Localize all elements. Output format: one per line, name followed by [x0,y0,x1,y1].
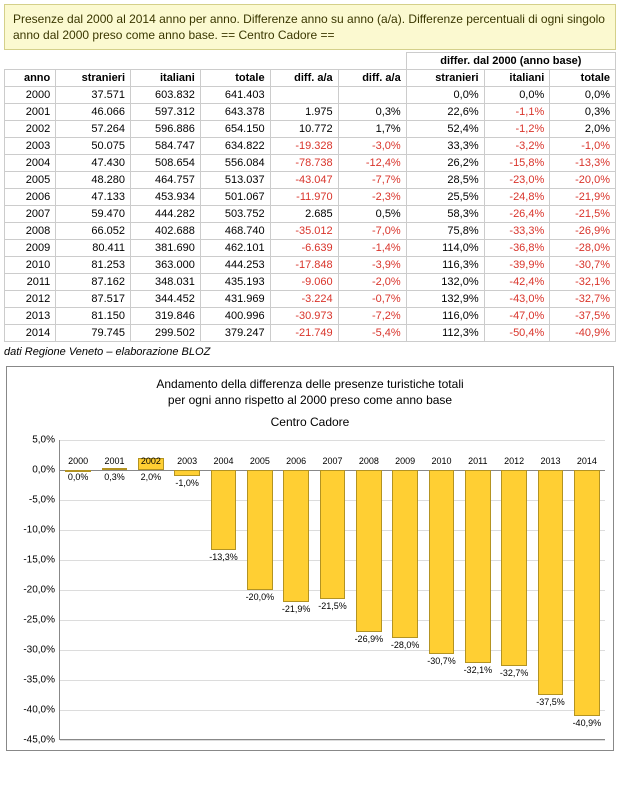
table-row: 200447.430508.654556.084-78.738-12,4%26,… [5,155,616,172]
group-header: differ. dal 2000 (anno base) [406,53,615,70]
value-label: -40,9% [573,718,602,728]
table-row: 200350.075584.747634.822-19.328-3,0%33,3… [5,138,616,155]
bar [538,470,563,695]
value-label: -30,7% [427,656,456,666]
category-label: 2012 [504,456,524,466]
value-label: 2,0% [141,472,162,482]
table-row: 200866.052402.688468.740-35.012-7,0%75,8… [5,223,616,240]
table-row: 200980.411381.690462.101-6.639-1,4%114,0… [5,240,616,257]
value-label: -21,9% [282,604,311,614]
category-label: 2014 [577,456,597,466]
table-row: 200647.133453.934501.067-11.970-2,3%25,5… [5,189,616,206]
table-row: 201287.517344.452431.969-3.224-0,7%132,9… [5,291,616,308]
category-label: 2002 [141,456,161,466]
y-tick-label: 0,0% [32,465,55,476]
bar [247,470,272,590]
plot-area: 2000 0,0% 2001 0,3% 2002 2,0% 2003 -1,0% 2004 -13… [59,440,605,740]
col-header: diff. a/a [270,70,338,87]
chart-title: Andamento della differenza delle presenz… [15,377,605,430]
value-label: -13,3% [209,552,238,562]
value-label: -37,5% [536,697,565,707]
bar [429,470,454,654]
category-label: 2011 [468,456,487,466]
bar [356,470,381,631]
source-note: dati Regione Veneto – elaborazione BLOZ [4,346,616,358]
category-label: 2013 [540,456,560,466]
value-label: -32,7% [500,668,529,678]
y-tick-label: -10,0% [23,525,55,536]
y-tick-label: -15,0% [23,555,55,566]
value-label: -21,5% [318,601,347,611]
data-table: differ. dal 2000 (anno base) annostranie… [4,52,616,342]
bar [320,470,345,599]
category-label: 2005 [250,456,270,466]
value-label: -1,0% [175,478,199,488]
category-label: 2004 [213,456,233,466]
y-tick-label: -20,0% [23,585,55,596]
bar [211,470,236,550]
category-label: 2010 [431,456,451,466]
col-header: italiani [484,70,550,87]
category-label: 2003 [177,456,197,466]
category-label: 2000 [68,456,88,466]
y-tick-label: -5,0% [29,495,55,506]
bar [501,470,526,666]
col-header: anno [5,70,56,87]
category-label: 2008 [359,456,379,466]
value-label: -26,9% [355,634,384,644]
bar [283,470,308,601]
header-description: Presenze dal 2000 al 2014 anno per anno.… [4,4,616,50]
bar [174,470,199,476]
table-row: 201479.745299.502379.247-21.749-5,4%112,… [5,325,616,342]
chart-container: Andamento della differenza delle presenz… [6,366,614,751]
bar [102,468,127,470]
table-row: 200037.571603.832641.4030,0%0,0%0,0% [5,87,616,104]
category-label: 2009 [395,456,415,466]
table-row: 200759.470444.282503.7522.6850,5%58,3%-2… [5,206,616,223]
col-header: stranieri [56,70,131,87]
bar [392,470,417,638]
table-row: 200548.280464.757513.037-43.047-7,7%28,5… [5,172,616,189]
col-header: italiani [131,70,201,87]
value-label: 0,3% [104,472,125,482]
col-header: totale [550,70,616,87]
table-row: 201081.253363.000444.253-17.848-3,9%116,… [5,257,616,274]
y-tick-label: -35,0% [23,675,55,686]
table-row: 200146.066597.312643.3781.9750,3%22,6%-1… [5,104,616,121]
col-header: stranieri [406,70,484,87]
y-tick-label: -45,0% [23,735,55,746]
value-label: -28,0% [391,640,420,650]
y-tick-label: -25,0% [23,615,55,626]
category-label: 2006 [286,456,306,466]
value-label: -32,1% [464,665,493,675]
table-row: 201381.150319.846400.996-30.973-7,2%116,… [5,308,616,325]
bar [465,470,490,663]
y-tick-label: -30,0% [23,645,55,656]
col-header: totale [200,70,270,87]
table-row: 201187.162348.031435.193-9.060-2,0%132,0… [5,274,616,291]
category-label: 2001 [104,456,124,466]
col-header: diff. a/a [338,70,406,87]
category-label: 2007 [322,456,342,466]
value-label: 0,0% [68,472,89,482]
value-label: -20,0% [246,592,275,602]
y-tick-label: 5,0% [32,435,55,446]
table-row: 200257.264596.886654.15010.7721,7%52,4%-… [5,121,616,138]
y-axis: 5,0%0,0%-5,0%-10,0%-15,0%-20,0%-25,0%-30… [15,440,59,740]
bar [574,470,599,715]
y-tick-label: -40,0% [23,705,55,716]
